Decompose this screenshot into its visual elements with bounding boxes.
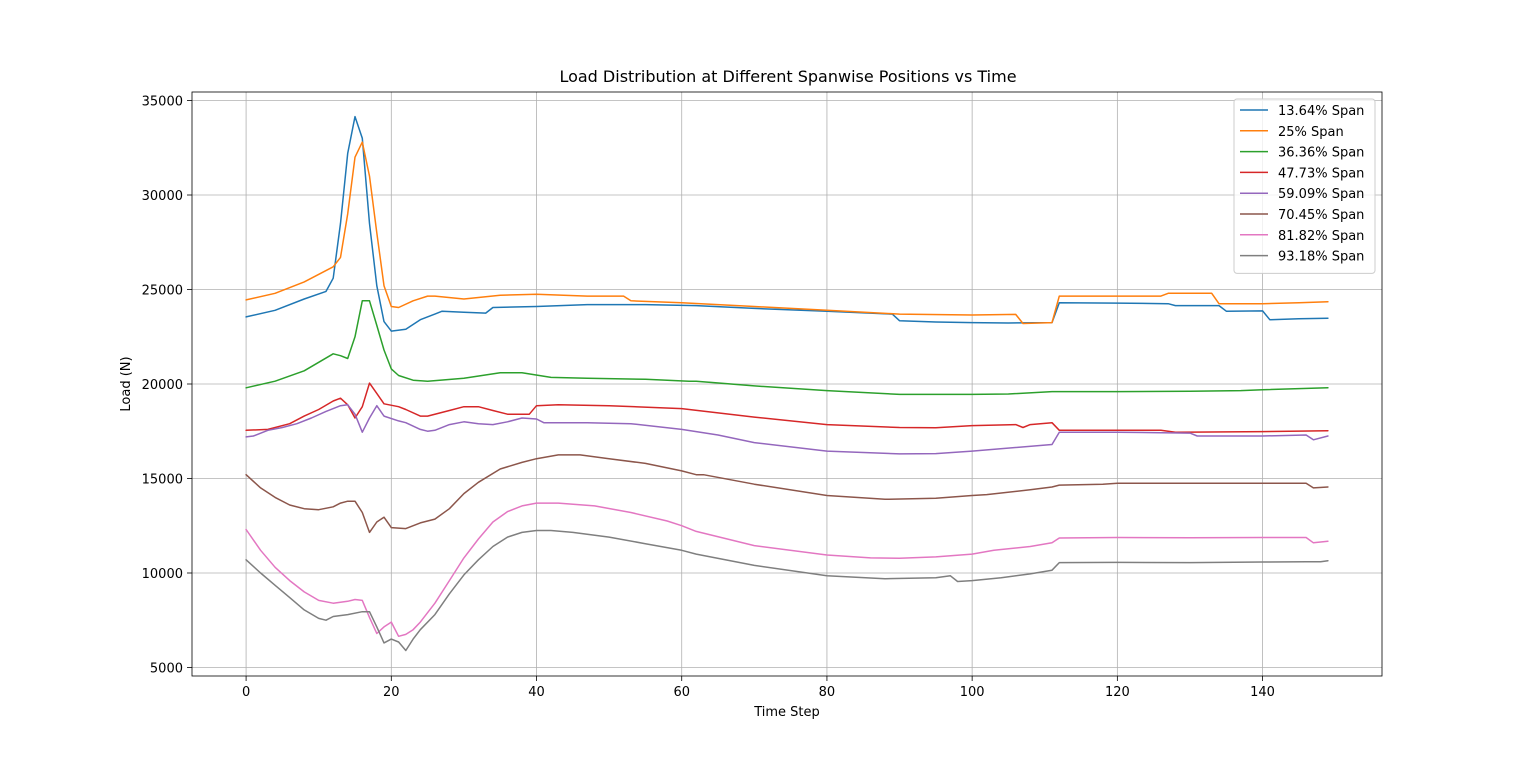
series-lines bbox=[245, 115, 1329, 652]
y-tick-label: 25000 bbox=[142, 284, 183, 299]
legend-entry: 81.82% Span bbox=[1278, 229, 1364, 244]
y-tick-label: 20000 bbox=[142, 378, 183, 393]
series-line-3 bbox=[245, 300, 1329, 396]
legend-entry: 93.18% Span bbox=[1278, 250, 1364, 265]
y-axis-label: Load (N) bbox=[119, 356, 134, 411]
x-tick-label: 40 bbox=[528, 685, 545, 700]
x-tick-label: 80 bbox=[819, 685, 836, 700]
x-tick-label: 60 bbox=[673, 685, 690, 700]
legend-entry: 70.45% Span bbox=[1278, 208, 1364, 223]
chart-title: Load Distribution at Different Spanwise … bbox=[559, 67, 1016, 86]
y-tick-label: 5000 bbox=[150, 661, 183, 676]
y-tick-label: 35000 bbox=[142, 95, 183, 110]
x-tick-label: 100 bbox=[960, 685, 985, 700]
legend-entry: 59.09% Span bbox=[1278, 187, 1364, 202]
legend-box bbox=[1233, 98, 1376, 274]
legend-entry: 36.36% Span bbox=[1278, 146, 1364, 161]
series-line-5 bbox=[245, 404, 1329, 455]
x-tick-label: 20 bbox=[383, 685, 400, 700]
legend-entry: 25% Span bbox=[1278, 125, 1344, 140]
series-line-1 bbox=[245, 115, 1329, 332]
y-tick-label: 30000 bbox=[142, 189, 183, 204]
series-line-7 bbox=[245, 502, 1329, 638]
legend-entry: 13.64% Span bbox=[1278, 104, 1364, 119]
y-axis-ticks: 5000 10000 15000 20000 25000 30000 35000 bbox=[142, 95, 192, 676]
y-tick-label: 10000 bbox=[142, 567, 183, 582]
series-line-4 bbox=[245, 382, 1329, 433]
x-tick-label: 0 bbox=[242, 685, 250, 700]
legend: 13.64% Span 25% Span 36.36% Span 47.73% Spa… bbox=[1233, 98, 1376, 274]
x-tick-label: 140 bbox=[1250, 685, 1275, 700]
x-axis-ticks: 0 20 40 60 80 100 120 140 bbox=[242, 676, 1275, 700]
series-line-8 bbox=[245, 529, 1329, 652]
legend-entry: 47.73% Span bbox=[1278, 166, 1364, 181]
series-line-6 bbox=[245, 454, 1329, 534]
series-line-2 bbox=[245, 141, 1329, 325]
x-axis-label: Time Step bbox=[753, 705, 820, 720]
y-tick-label: 15000 bbox=[142, 472, 183, 487]
x-tick-label: 120 bbox=[1105, 685, 1130, 700]
